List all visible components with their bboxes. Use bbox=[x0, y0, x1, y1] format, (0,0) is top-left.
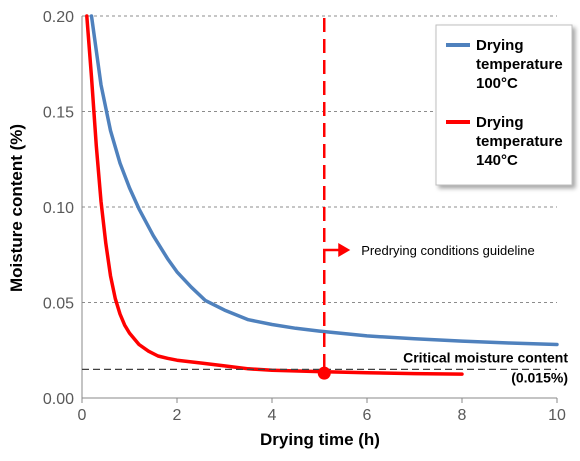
intersection-marker bbox=[317, 366, 331, 380]
tick-labels: 0.00 0.05 0.10 0.15 0.20 0 2 4 6 8 10 bbox=[43, 9, 566, 424]
y-tick-label: 0.05 bbox=[43, 296, 74, 313]
critical-moisture-value: (0.015%) bbox=[511, 369, 568, 385]
x-tick-label: 2 bbox=[173, 407, 182, 424]
series-line-140c bbox=[85, 14, 464, 376]
series-lines bbox=[85, 14, 559, 376]
x-tick-label: 4 bbox=[268, 407, 277, 424]
axes bbox=[81, 16, 558, 403]
y-tick-label: 0.15 bbox=[43, 105, 74, 122]
x-tick-label: 6 bbox=[363, 407, 372, 424]
legend-label-140c: temperature bbox=[476, 133, 563, 150]
x-tick-label: 8 bbox=[458, 407, 467, 424]
critical-moisture-label: Critical moisture content bbox=[403, 349, 568, 365]
legend-label-100c: temperature bbox=[476, 56, 563, 73]
guideline-arrowhead bbox=[338, 243, 351, 257]
x-axis-title: Drying time (h) bbox=[260, 430, 380, 449]
y-tick-label: 0.10 bbox=[43, 200, 74, 217]
legend-box bbox=[435, 24, 573, 186]
gridlines bbox=[82, 15, 557, 303]
legend-label-100c: 100°C bbox=[476, 75, 518, 92]
x-tick-label: 10 bbox=[548, 407, 566, 424]
x-tick-label: 0 bbox=[78, 407, 87, 424]
y-tick-label: 0.20 bbox=[43, 9, 74, 26]
y-axis-title: Moisture content (%) bbox=[7, 124, 26, 292]
legend-label-140c: 140°C bbox=[476, 152, 518, 169]
annotations: Predrying conditions guideline Critical m… bbox=[82, 18, 568, 385]
guideline-label: Predrying conditions guideline bbox=[361, 243, 534, 258]
legend-label-100c: Drying bbox=[476, 37, 524, 54]
series-line-100c bbox=[89, 14, 559, 347]
legend: Drying temperature 100°C Drying temperature 1… bbox=[435, 24, 573, 186]
guideline-arrow bbox=[323, 248, 341, 260]
legend-label-140c: Drying bbox=[476, 114, 524, 131]
y-tick-label: 0.00 bbox=[43, 391, 74, 408]
